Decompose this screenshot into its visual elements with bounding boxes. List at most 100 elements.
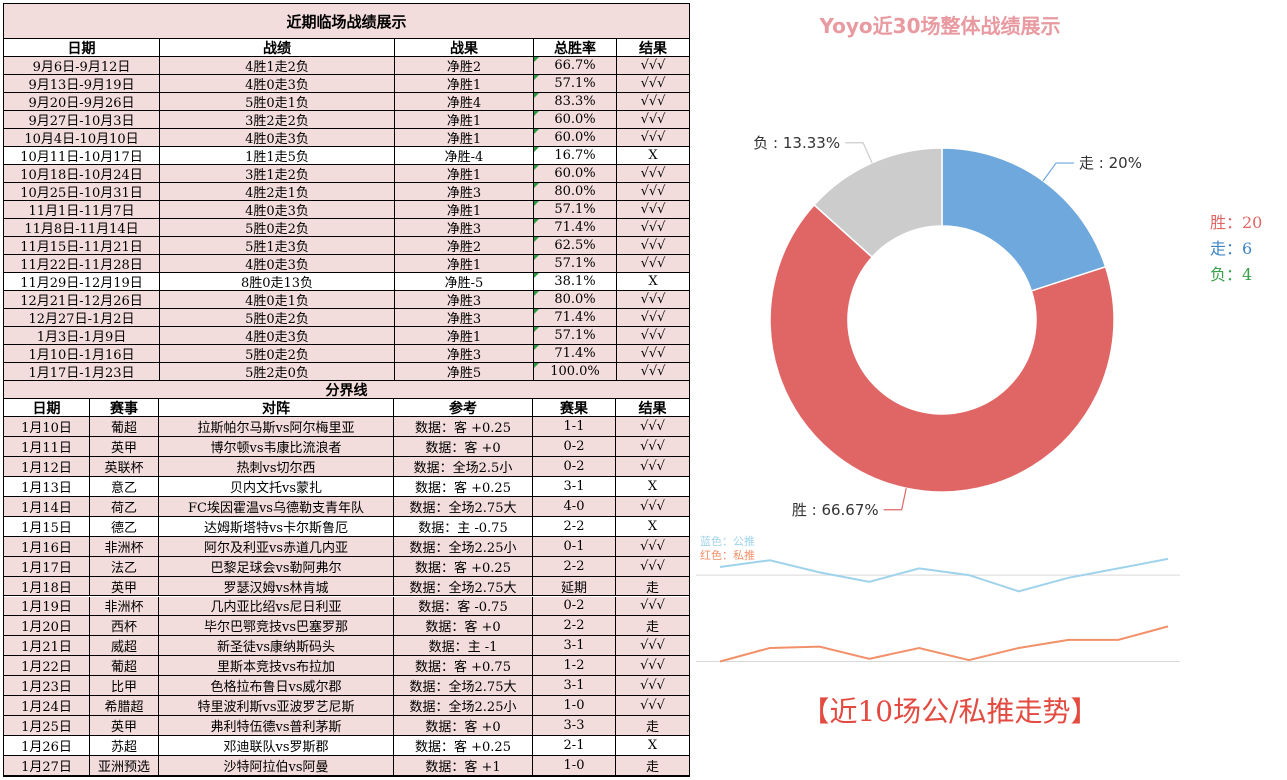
table-cell: √√√ [640,328,666,343]
table-cell: 71.4% [534,345,617,362]
table-cell: 数据：客 +1 [394,756,533,775]
table-cell: 1月11日 [4,436,90,456]
table-cell: 1月10日 [4,417,90,436]
table-cell: 比甲 [90,676,159,696]
table-cell: √√√ [640,678,665,694]
table-row: 9月27日-10月3日 3胜2走2负 净胜1 60.0% √√√ [4,111,689,129]
table-cell: √√√ [640,458,665,474]
table-cell: 11月22日-11月28日 [4,255,160,272]
table-cell: 走 [645,720,659,736]
table-cell: 数据：客 +0.25 [394,556,533,576]
table-cell: √√√ [640,538,665,554]
table-cell: 数据：客 +0.25 [394,476,533,496]
table-cell: 1-1 [533,417,616,436]
table-cell: 净胜2 [395,57,534,74]
table-cell: 数据：客 +0.25 [394,736,533,756]
table-cell: 数据：全场2.25小 [394,696,533,716]
table-cell: 数据：主 -1 [394,636,533,656]
table-row: 9月20日-9月26日 5胜0走1负 净胜4 83.3% √√√ [4,93,689,111]
table-cell: 净胜3 [395,183,534,200]
table-row: 9月13日-9月19日 4胜0走3负 净胜1 57.1% √√√ [4,75,689,93]
table-cell: √√√ [640,598,665,614]
donut-leader-2 [845,142,873,164]
table-cell: 1月18日 [4,576,90,596]
table-cell: √√√ [640,292,666,307]
table-cell: 10月25日-10月31日 [4,183,160,200]
table-cell: 非洲杯 [90,536,159,556]
table2-header-cell: 日期 [4,399,90,416]
table-row: 1月10日-1月16日 5胜0走2负 净胜3 71.4% √√√ [4,345,689,363]
table-cell: 0-1 [533,536,616,556]
table-cell: 数据：全场2.25小 [394,536,533,556]
table-row: 10月11日-10月17日 1胜1走5负 净胜-4 16.7% X [4,147,689,165]
table-cell: 2-2 [533,556,616,576]
record-legend: 胜：20 走：6 负：4 [1210,210,1262,288]
table-row: 11月15日-11月21日 5胜1走3负 净胜2 62.5% √√√ [4,237,689,255]
table-cell: √√√ [640,220,666,235]
table-cell: 净胜1 [395,75,534,92]
table-cell: 数据：客 +0 [394,616,533,636]
table-cell: 净胜1 [395,327,534,344]
table1-header-row: 日期 战绩 战果 总胜率 结果 [4,39,689,57]
table-cell: 达姆斯塔特vs卡尔斯鲁厄 [159,516,394,536]
table-cell: 4胜0走3负 [160,327,395,344]
table-cell: √√√ [640,256,666,271]
table-cell: 里斯本竞技vs布拉加 [159,656,394,676]
table-cell: 净胜1 [395,165,534,182]
table-cell: 0-2 [533,456,616,476]
table-cell: 11月8日-11月14日 [4,219,160,236]
table-cell: 62.5% [534,237,617,254]
donut-label-0: 走 : 20% [1079,154,1142,172]
table2-header-cell: 赛事 [90,399,159,416]
table-cell: 荷乙 [90,496,159,516]
table-cell: 1月10日-1月16日 [4,345,160,362]
table-cell: √√√ [640,202,666,217]
table2-header-cell: 参考 [394,399,533,416]
table-cell: 1月12日 [4,456,90,476]
table-cell: 净胜-5 [395,273,534,290]
table-cell: √√√ [640,58,666,73]
table-cell: √√√ [640,310,666,325]
legend-push: 走：6 [1210,239,1253,258]
table-cell: 5胜1走3负 [160,237,395,254]
table-cell: 英甲 [90,436,159,456]
table-cell: 1月14日 [4,496,90,516]
table-cell: 拉斯帕尔马斯vs阿尔梅里亚 [159,417,394,436]
table-cell: √√√ [640,638,665,654]
trend-series-1 [719,625,1169,663]
table-cell: 4胜0走3负 [160,75,395,92]
table-cell: 非洲杯 [90,596,159,616]
table-row: 1月17日 法乙 巴黎足球会vs勒阿弗尔 数据：客 +0.25 2-2 √√√ [4,556,689,577]
donut-leader-0 [1042,162,1075,182]
table-cell: 11月15日-11月21日 [4,237,160,254]
table1-header-cell: 总胜率 [534,39,617,56]
table-row: 1月16日 非洲杯 阿尔及利亚vs赤道几内亚 数据：全场2.25小 0-1 √√√ [4,536,689,557]
table-cell: 16.7% [534,147,617,164]
divider-row: 分界线 [4,381,689,399]
trend-chart-title: 【近10场公/私推走势】 [801,695,1099,728]
table1-title: 近期临场战绩展示 [286,12,407,31]
table-cell: 净胜1 [395,201,534,218]
table-row: 11月29日-12月19日 8胜0走13负 净胜-5 38.1% X [4,273,689,291]
table-cell: 71.4% [534,309,617,326]
table-cell: √√√ [640,238,666,253]
table-cell: 2-1 [533,736,616,756]
table-cell: 阿尔及利亚vs赤道几内亚 [159,536,394,556]
table-cell: 1月22日 [4,656,90,676]
table-cell: 数据：全场2.75大 [394,496,533,516]
table-cell: 德乙 [90,516,159,536]
table-cell: 几内亚比绍vs尼日利亚 [159,596,394,616]
table-cell: 净胜3 [395,345,534,362]
table2-header-cell: 结果 [638,400,667,417]
table-cell: 4胜0走3负 [160,201,395,218]
table-cell: 1月23日 [4,676,90,696]
table-cell: 毕尔巴鄂竞技vs巴塞罗那 [159,616,394,636]
table-cell: 净胜2 [395,237,534,254]
table-cell: 色格拉布鲁日vs威尔郡 [159,676,394,696]
table1-title-row: 近期临场战绩展示 [4,4,689,39]
table-row: 1月24日 希腊超 特里波利斯vs亚波罗艺尼斯 数据：全场2.25小 1-0 √√√ [4,696,689,717]
table1-header-cell: 战果 [395,39,534,56]
table-cell: 净胜3 [395,219,534,236]
table-cell: 净胜-4 [395,147,534,164]
trend-series-0 [719,557,1169,593]
